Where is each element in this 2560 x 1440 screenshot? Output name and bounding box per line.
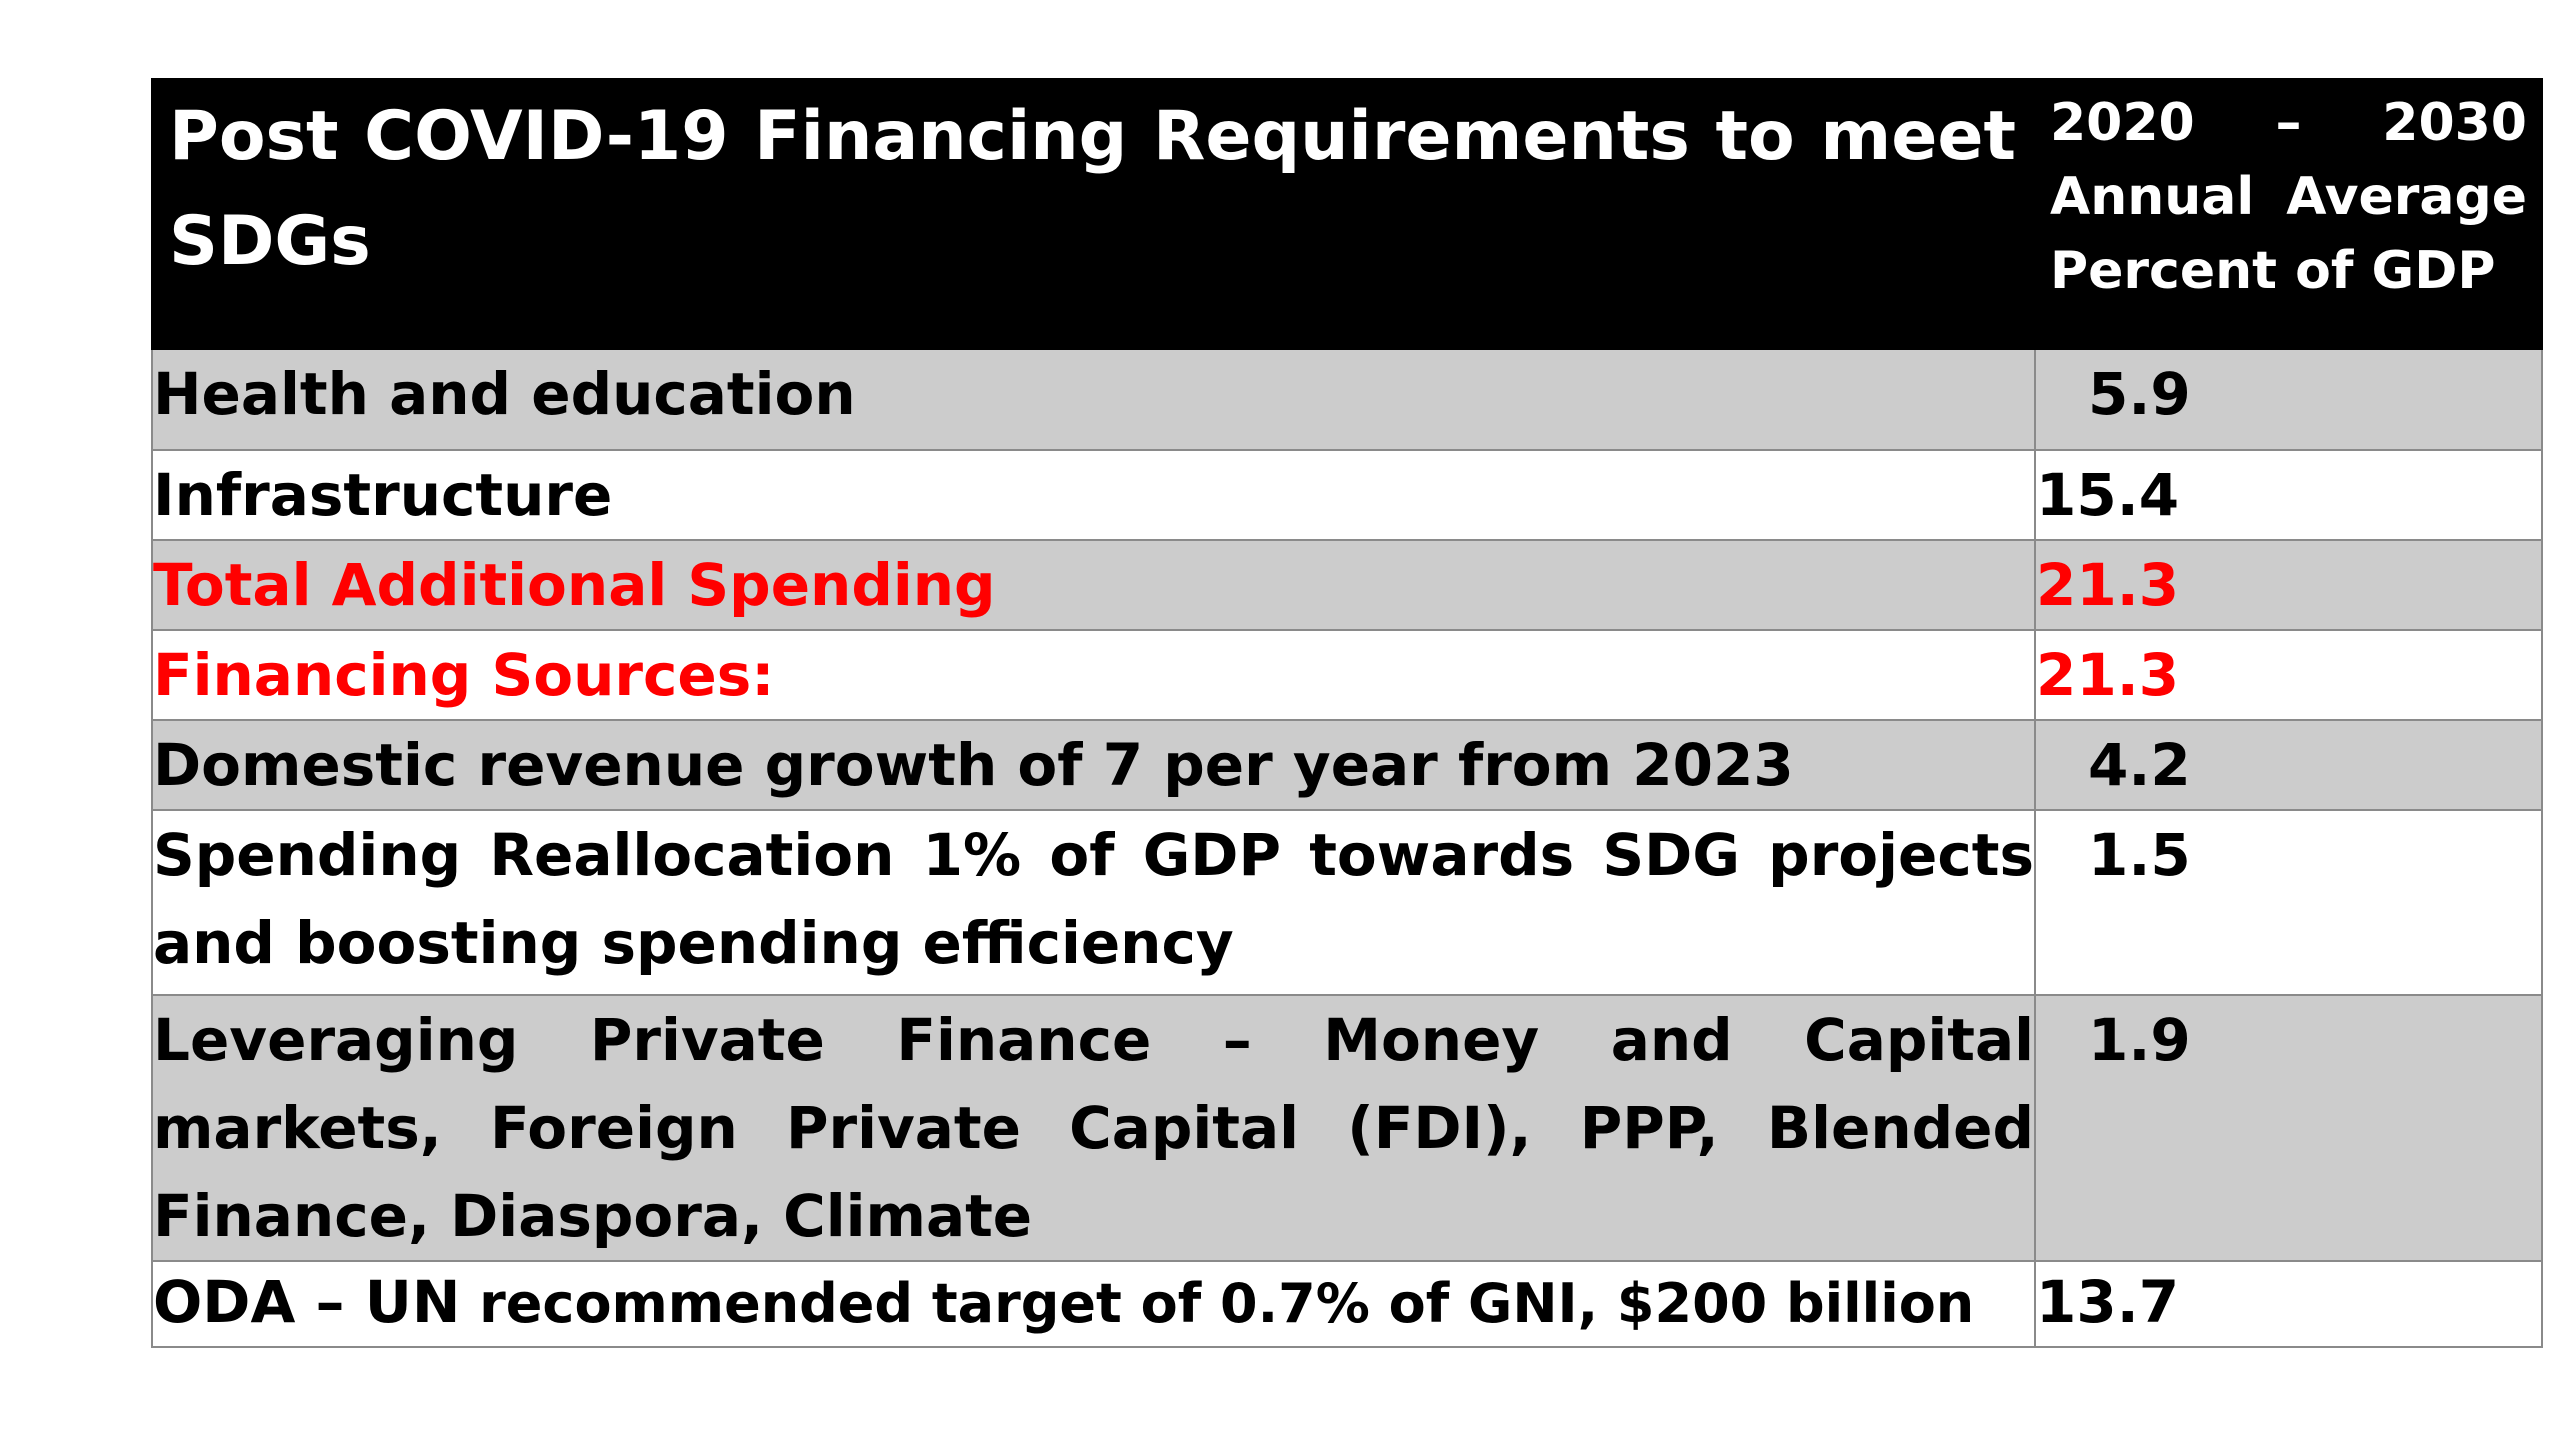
row-label: Leveraging Private Finance – Money and C… — [151, 994, 2036, 1262]
oda-label-rest: recommended target of 0.7% of GNI, $200 … — [460, 1272, 1975, 1335]
row-label: Financing Sources: — [151, 629, 2036, 721]
table-row: Domestic revenue growth of 7 per year fr… — [151, 719, 2543, 811]
table-row: Spending Reallocation 1% of GDP towards … — [151, 809, 2543, 996]
row-value: 1.5 — [2034, 809, 2543, 996]
oda-label-bold: ODA – UN — [153, 1268, 461, 1336]
table-row: Leveraging Private Finance – Money and C… — [151, 994, 2543, 1262]
table-row: Health and education 5.9 — [151, 348, 2543, 451]
row-value: 4.2 — [2034, 719, 2543, 811]
row-value: 21.3 — [2034, 629, 2543, 721]
row-label: Spending Reallocation 1% of GDP towards … — [151, 809, 2036, 996]
row-value: 5.9 — [2034, 348, 2543, 451]
header-row: Post COVID-19 Financing Requirements to … — [151, 78, 2543, 350]
row-value: 13.7 — [2034, 1260, 2543, 1348]
table-row: Infrastructure 15.4 — [151, 449, 2543, 541]
row-label: Domestic revenue growth of 7 per year fr… — [151, 719, 2036, 811]
column-header-percent-gdp: 2020 – 2030 Annual Average Percent of GD… — [2034, 78, 2543, 350]
row-label: Infrastructure — [151, 449, 2036, 541]
row-value: 21.3 — [2034, 539, 2543, 631]
financing-table: Post COVID-19 Financing Requirements to … — [151, 78, 2543, 1348]
row-label: ODA – UN recommended target of 0.7% of G… — [151, 1260, 2036, 1348]
table-title: Post COVID-19 Financing Requirements to … — [151, 78, 2036, 350]
row-label: Health and education — [151, 348, 2036, 451]
row-value: 1.9 — [2034, 994, 2543, 1262]
row-value: 15.4 — [2034, 449, 2543, 541]
row-label: Total Additional Spending — [151, 539, 2036, 631]
table-row: Financing Sources: 21.3 — [151, 629, 2543, 721]
table-row: ODA – UN recommended target of 0.7% of G… — [151, 1260, 2543, 1348]
table-row: Total Additional Spending 21.3 — [151, 539, 2543, 631]
